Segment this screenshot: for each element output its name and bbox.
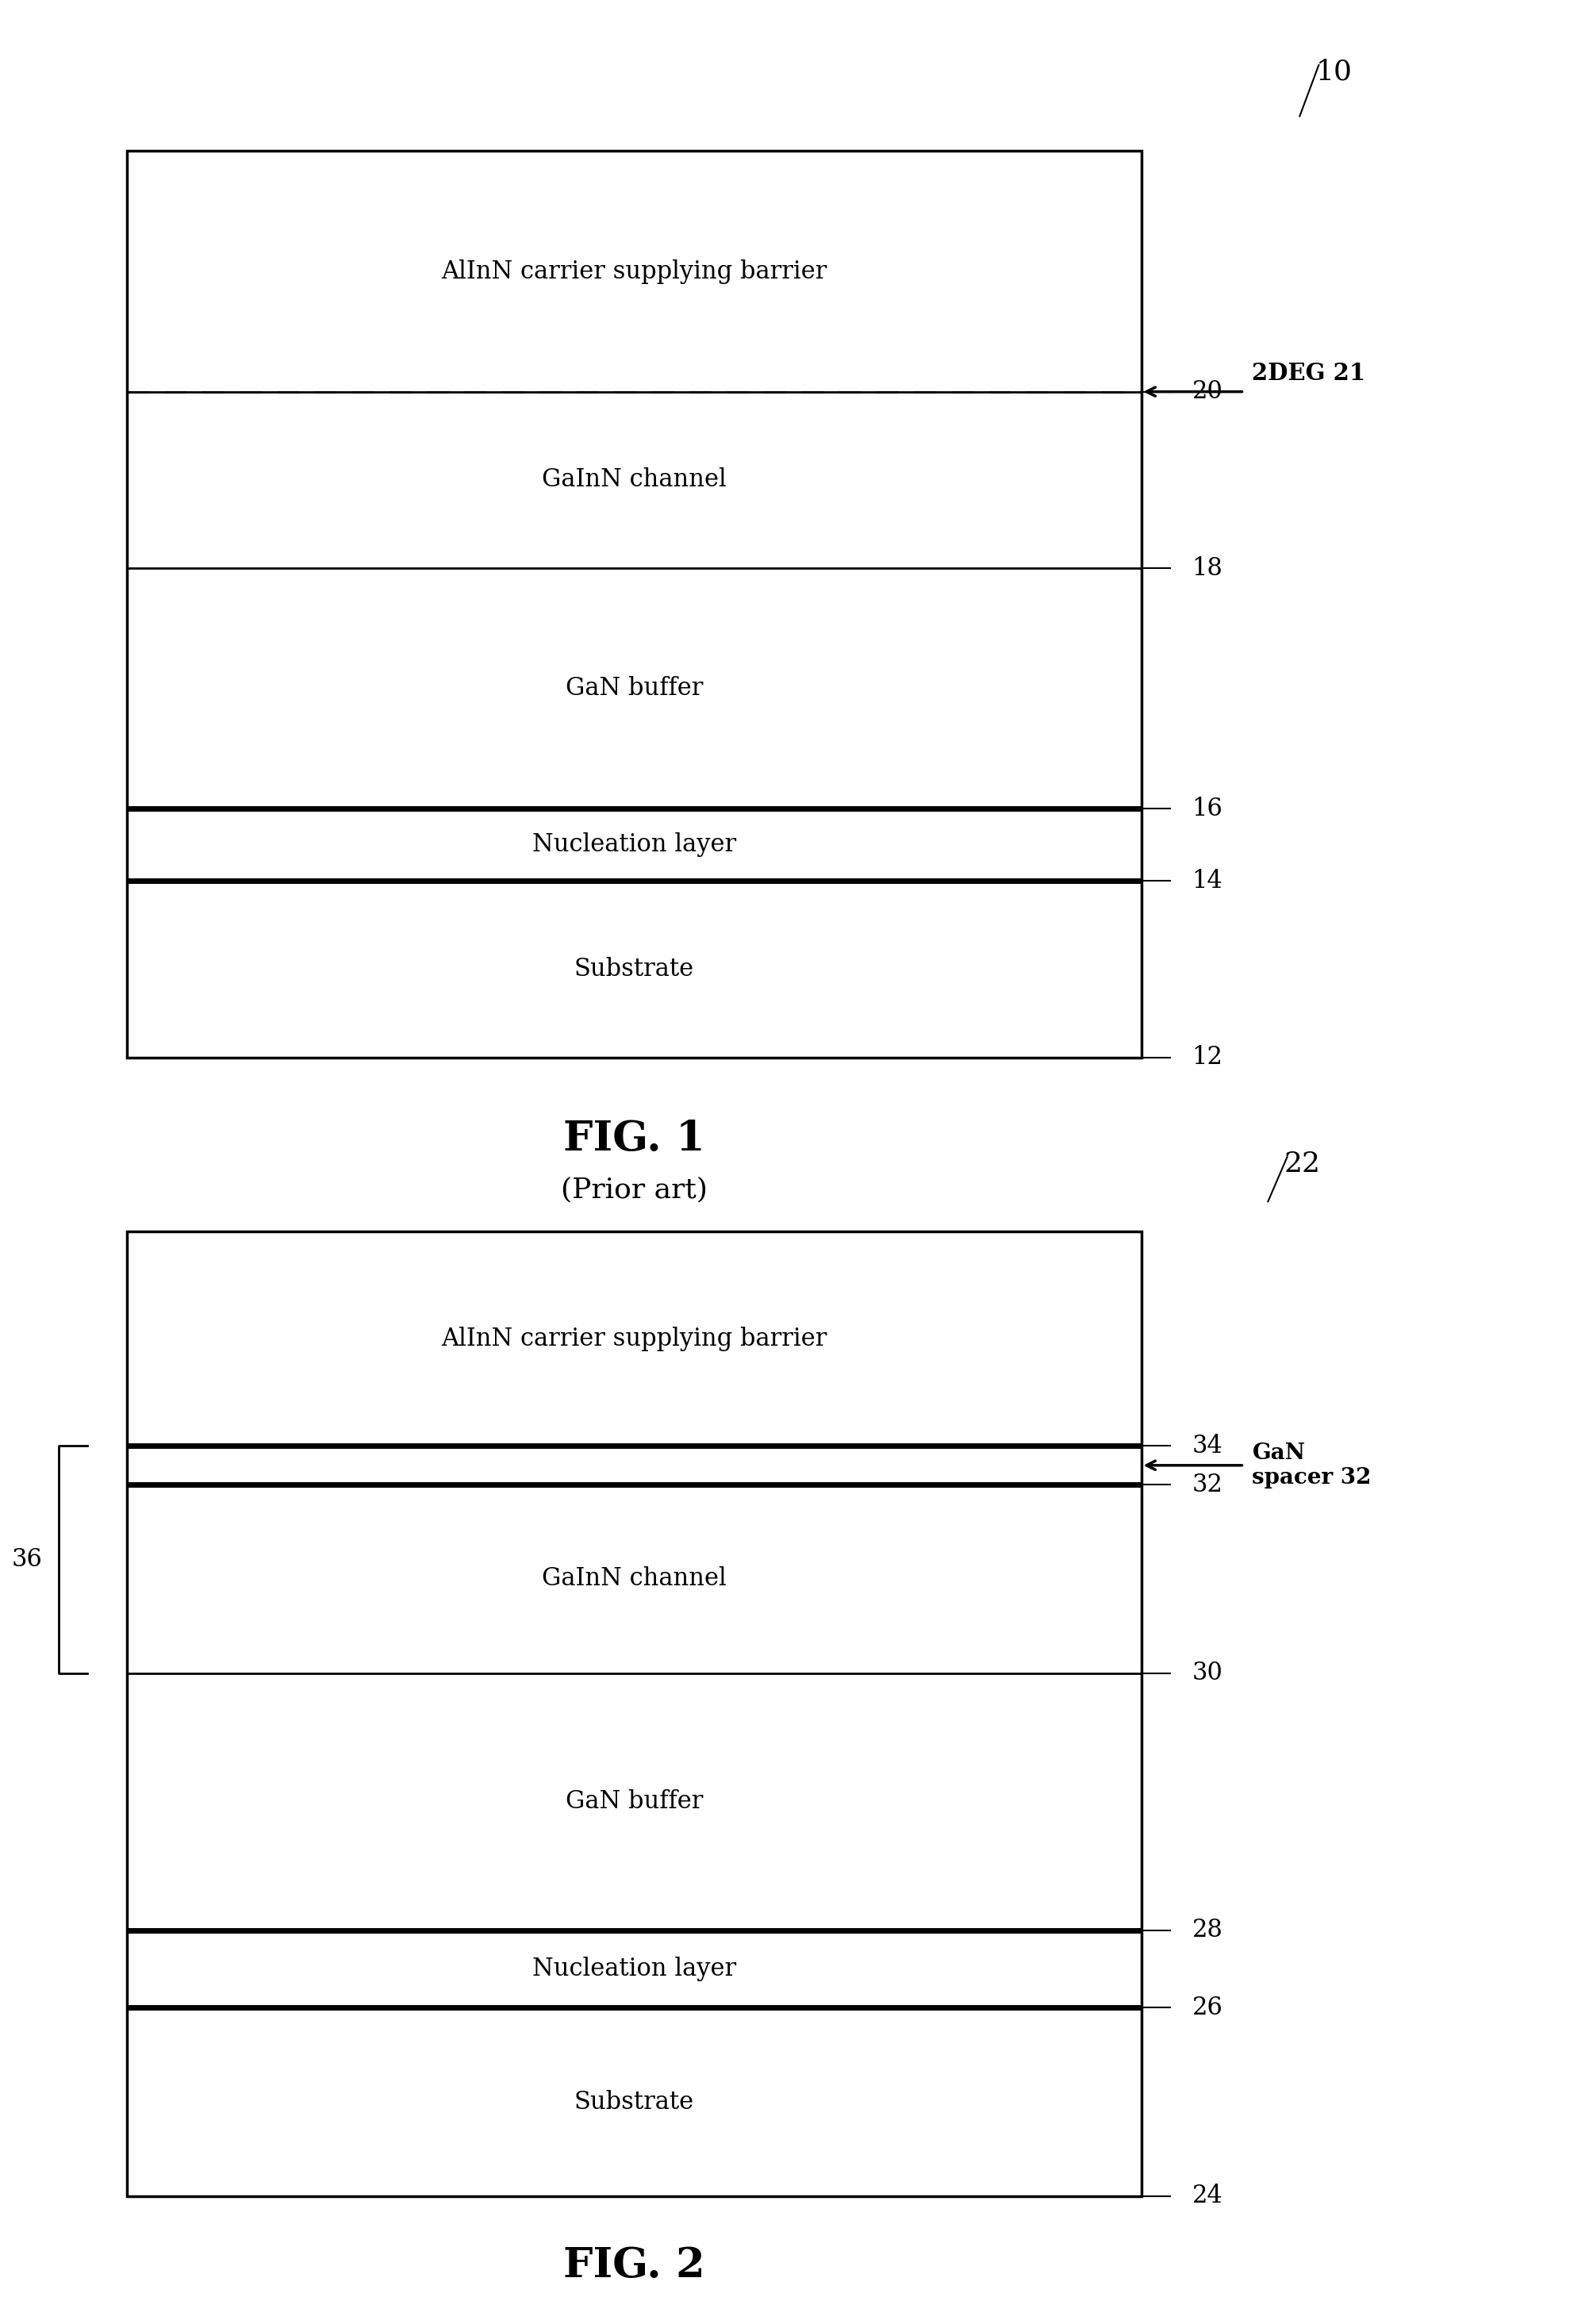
Text: (Prior art): (Prior art) [561,1176,707,1204]
Text: 14: 14 [1192,869,1222,892]
Text: GaInN channel: GaInN channel [542,467,726,493]
Text: FIG. 1: FIG. 1 [563,1118,705,1160]
Text: 36: 36 [13,1548,43,1571]
Bar [127,151,1141,1057]
Bar [127,1232,1141,2196]
Text: Substrate: Substrate [574,2089,694,2115]
Text: AlInN carrier supplying barrier: AlInN carrier supplying barrier [441,1327,827,1350]
Text: AlInN carrier supplying barrier: AlInN carrier supplying barrier [441,258,827,284]
Text: 10: 10 [1316,58,1352,86]
Text: Nucleation layer: Nucleation layer [533,1957,735,1982]
Text: 24: 24 [1192,2185,1222,2208]
Text: 34: 34 [1192,1434,1222,1459]
Text: GaInN channel: GaInN channel [542,1566,726,1592]
Text: 12: 12 [1192,1046,1224,1069]
Text: 28: 28 [1192,1917,1222,1943]
Text: 22: 22 [1284,1150,1320,1178]
Text: GaN
spacer 32: GaN spacer 32 [1252,1443,1371,1487]
Text: 26: 26 [1192,1996,1222,2020]
Text: Substrate: Substrate [574,957,694,981]
Text: FIG. 2: FIG. 2 [563,2245,705,2287]
Text: 32: 32 [1192,1473,1224,1497]
Text: 18: 18 [1192,555,1222,581]
Text: GaN buffer: GaN buffer [566,676,702,702]
Text: GaN buffer: GaN buffer [566,1789,702,1815]
Text: Nucleation layer: Nucleation layer [533,832,735,858]
Text: 2DEG 21: 2DEG 21 [1252,363,1366,386]
Text: 30: 30 [1192,1662,1222,1685]
Text: 20: 20 [1192,379,1222,404]
Text: 16: 16 [1192,797,1222,820]
